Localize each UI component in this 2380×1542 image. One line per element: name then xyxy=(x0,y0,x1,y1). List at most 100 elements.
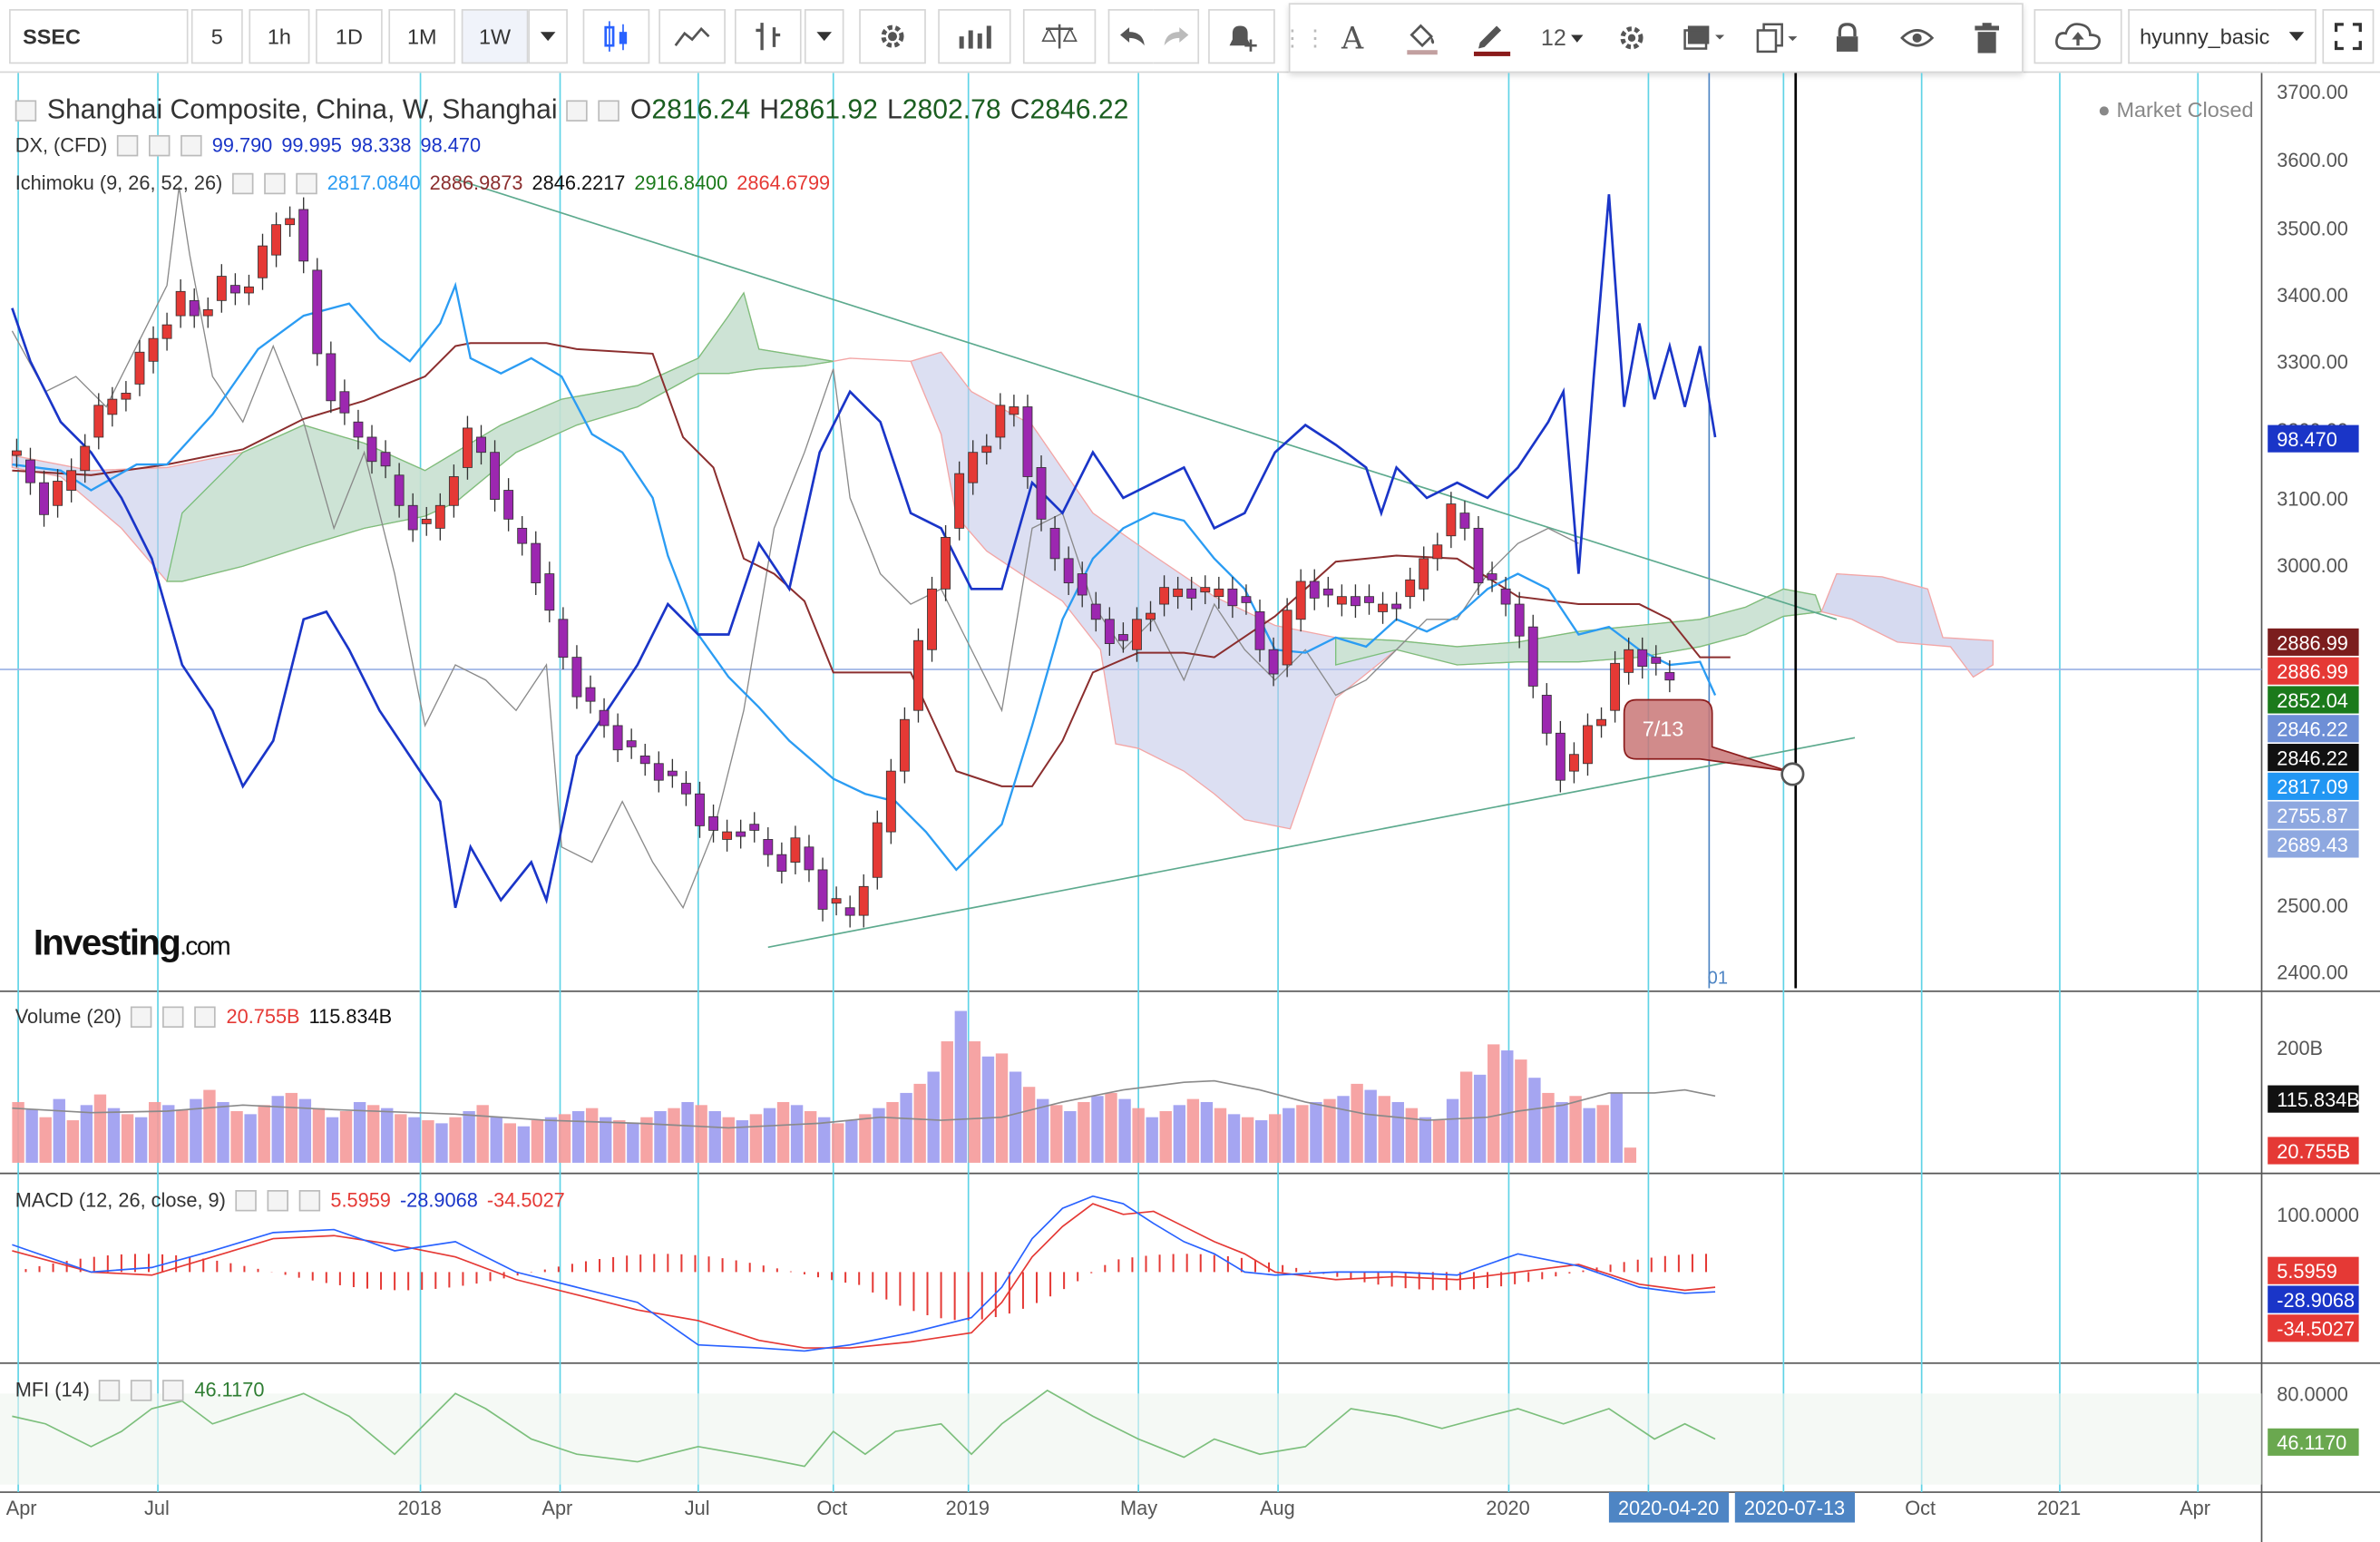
candle-body xyxy=(394,474,405,506)
clone-button[interactable] xyxy=(1740,5,1812,72)
gear-icon[interactable] xyxy=(131,1379,152,1400)
fullscreen-button[interactable] xyxy=(2322,9,2375,64)
gear-icon[interactable] xyxy=(162,1005,184,1028)
macd-histogram xyxy=(24,1254,1708,1321)
volume-bar xyxy=(790,1105,804,1163)
volume-legend[interactable]: Volume (20) 20.755B 115.834B xyxy=(15,1005,392,1028)
chart-area[interactable]: 7/13 01 Shanghai Composite, China, W, Sh… xyxy=(0,73,2380,1542)
candle-body xyxy=(1227,588,1238,607)
candle-body xyxy=(80,445,91,472)
font-size-dropdown[interactable]: 12 xyxy=(1527,5,1597,72)
mfi-legend[interactable]: MFI (14) 46.1170 xyxy=(15,1379,265,1401)
delete-button[interactable] xyxy=(1952,5,2022,72)
drawing-settings-button[interactable] xyxy=(1597,5,1667,72)
alert-button[interactable] xyxy=(1208,9,1275,64)
candle-body xyxy=(1664,671,1675,681)
volume-bar xyxy=(818,1117,831,1163)
volume-bar xyxy=(1269,1114,1282,1163)
indicators-button[interactable] xyxy=(938,9,1011,64)
legend-more-icon[interactable] xyxy=(598,99,620,122)
price-label-senkou-a: 2852.04 xyxy=(2268,686,2359,714)
eye-icon[interactable] xyxy=(116,134,138,156)
eye-icon[interactable] xyxy=(131,1005,152,1028)
ohlc-o-label: O xyxy=(629,93,652,125)
ichimoku-cloud-bullish xyxy=(166,291,834,582)
line-color-button[interactable] xyxy=(1458,5,1527,72)
price-tick: 3300.00 xyxy=(2277,350,2348,374)
logo-suffix: .com xyxy=(180,932,231,961)
callout-shape[interactable] xyxy=(1623,698,1789,772)
volume-bar xyxy=(845,1120,858,1163)
macd-label: -28.9068 xyxy=(2268,1285,2359,1313)
interval-1w-button[interactable]: 1W xyxy=(461,9,529,64)
candle-body xyxy=(1282,610,1292,666)
chart-canvas[interactable]: 7/13 01 xyxy=(0,73,2380,1542)
cloud-save-button[interactable] xyxy=(2034,9,2122,64)
interval-1d-button[interactable]: 1D xyxy=(316,9,383,64)
price-label-chikou: 2846.22 xyxy=(2268,715,2359,743)
visibility-button[interactable] xyxy=(1882,5,1952,72)
candle-body xyxy=(1419,558,1429,590)
candle-body xyxy=(804,846,814,871)
close-icon[interactable] xyxy=(295,171,317,194)
layers-icon xyxy=(1683,25,1725,50)
drawing-handle[interactable] xyxy=(1780,762,1805,786)
dx-legend[interactable]: DX, (CFD) 99.790 99.995 98.338 98.470 xyxy=(15,133,481,156)
style-dropdown[interactable] xyxy=(804,9,844,64)
close-icon[interactable] xyxy=(180,134,202,156)
gear-icon[interactable] xyxy=(148,134,170,156)
drawing-floating-toolbar: ⋮⋮ A 12 xyxy=(1281,3,2024,73)
settings-button[interactable] xyxy=(859,9,926,64)
main-series-legend[interactable]: Shanghai Composite, China, W, Shanghai O… xyxy=(15,94,1129,126)
interval-1m-button[interactable]: 1M xyxy=(388,9,456,64)
close-icon[interactable] xyxy=(194,1005,216,1028)
candle-body xyxy=(1104,619,1115,644)
close-icon[interactable] xyxy=(298,1189,320,1211)
gear-icon[interactable] xyxy=(267,1189,288,1211)
volume-bar xyxy=(463,1111,475,1163)
interval-1h-button[interactable]: 1h xyxy=(249,9,310,64)
volume-bar xyxy=(1091,1096,1104,1163)
volume-bar xyxy=(258,1105,270,1163)
visual-order-button[interactable] xyxy=(1667,5,1740,72)
lower-trendline xyxy=(767,737,1856,949)
symbol-search-box[interactable]: SSEC xyxy=(9,9,189,64)
lock-button[interactable] xyxy=(1812,5,1882,72)
eye-icon[interactable] xyxy=(231,171,253,194)
gear-icon[interactable] xyxy=(263,171,285,194)
eye-icon[interactable] xyxy=(234,1189,257,1211)
compare-button[interactable] xyxy=(1022,9,1097,64)
bars-style-button[interactable] xyxy=(734,9,802,64)
drag-handle[interactable]: ⋮⋮ xyxy=(1281,25,1327,52)
eye-icon[interactable] xyxy=(98,1379,121,1400)
candle-body xyxy=(161,324,172,339)
interval-5-button[interactable]: 5 xyxy=(190,9,243,64)
fill-color-button[interactable] xyxy=(1388,5,1458,72)
ichimoku-legend[interactable]: Ichimoku (9, 26, 52, 26) 2817.0840 2886.9… xyxy=(15,171,830,194)
time-tick: Apr xyxy=(541,1497,573,1520)
interval-dropdown[interactable] xyxy=(528,9,568,64)
candle-body xyxy=(1459,512,1470,529)
close-icon[interactable] xyxy=(162,1379,184,1400)
volume-bar xyxy=(422,1120,434,1163)
volume-bar xyxy=(981,1056,995,1163)
candle-body xyxy=(954,473,965,529)
volume-bar xyxy=(1405,1108,1419,1163)
candle-body xyxy=(339,391,350,414)
layout-name[interactable]: hyunny_basic xyxy=(2128,9,2280,64)
text-tool-button[interactable]: A xyxy=(1318,5,1388,72)
candle-body xyxy=(1432,544,1443,560)
legend-settings-icon[interactable] xyxy=(566,99,589,122)
candles-style-button[interactable] xyxy=(582,9,650,64)
bars-icon xyxy=(756,23,781,51)
volume-bar xyxy=(585,1108,599,1163)
macd-legend[interactable]: MACD (12, 26, close, 9) 5.5959 -28.9068 -3… xyxy=(15,1188,565,1211)
line-style-button[interactable] xyxy=(658,9,726,64)
interval-label: 1D xyxy=(335,24,363,49)
layout-dropdown[interactable] xyxy=(2277,9,2317,64)
macd-title: MACD (12, 26, close, 9) xyxy=(15,1188,226,1212)
candle-body xyxy=(202,308,213,317)
redo-button[interactable] xyxy=(1153,9,1200,64)
logo-brand: Investing xyxy=(33,922,181,964)
undo-button[interactable] xyxy=(1107,9,1154,64)
